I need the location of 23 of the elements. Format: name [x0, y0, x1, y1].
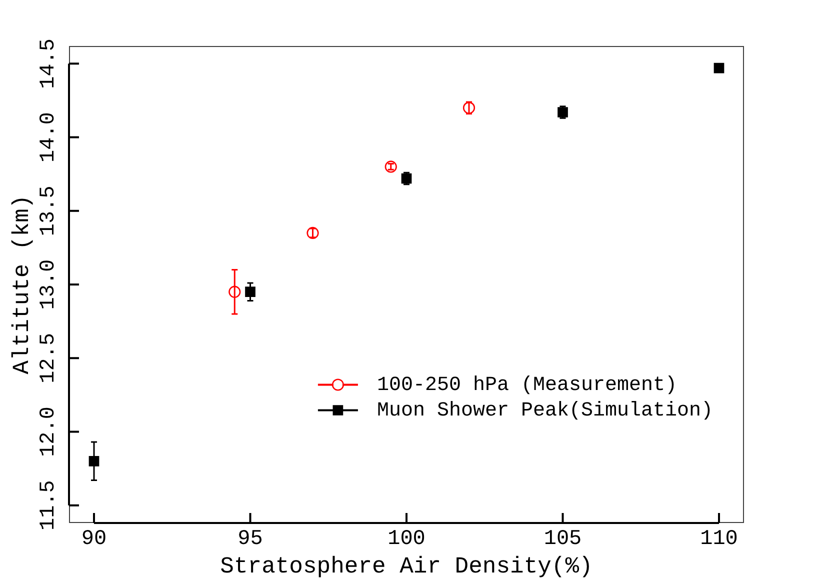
y-tick-label: 13.5	[37, 186, 60, 236]
y-tick-label: 12.5	[37, 332, 60, 384]
y-tick-label: 14.0	[37, 112, 60, 162]
point	[88, 456, 100, 466]
x-tick-label: 100	[388, 528, 426, 552]
y-tick-label: 11.5	[37, 480, 60, 531]
point	[245, 286, 256, 298]
point	[306, 226, 319, 240]
y-tick-label: 14.5	[37, 38, 60, 89]
x-tick-label: 110	[700, 528, 738, 552]
x-tick-label: 95	[238, 528, 263, 552]
point	[714, 62, 724, 74]
legend-label: 100-250 hPa (Measurement)	[376, 374, 678, 398]
x-tick-label: 90	[81, 528, 107, 552]
x-tick-label: 105	[544, 528, 582, 552]
legend-label: Muon Shower Peak(Simulation)	[376, 400, 714, 423]
point	[462, 102, 476, 114]
y-tick-label: 12.0	[37, 406, 60, 457]
point	[384, 160, 397, 173]
point	[228, 286, 241, 298]
x-axis-title: Stratosphere Air Density(%)	[220, 553, 593, 580]
y-tick-label: 13.0	[37, 259, 60, 310]
y-axis-title: Altitute (km)	[8, 194, 35, 374]
